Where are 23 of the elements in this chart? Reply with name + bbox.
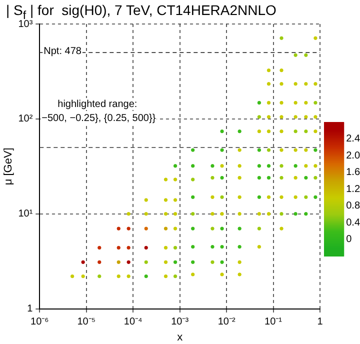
color-bar-label: 0 [346,234,352,245]
y-tick-label: 10³ [18,18,34,30]
y-tick-label: 10¹ [18,208,34,220]
color-bar-label: 0.8 [346,200,360,212]
y-tick-label: 10² [18,114,34,125]
x-axis-title: x [177,331,184,344]
color-bar-label: 1.6 [346,167,360,178]
x-tick-label: 10⁻² [218,316,236,328]
y-axis-title: μ [GeV] [2,148,15,186]
x-tick-label: 10⁻⁵ [77,316,96,328]
color-bar-label: 2.0 [346,150,360,162]
color-bar-label: 2.4 [346,134,360,144]
color-bar-label: 1.2 [346,184,360,195]
annotation: Npt: 478 [44,46,82,57]
annotation: −500, −0.25}, {0.25, 500}} [42,112,156,124]
x-tick-label: 10⁻⁶ [30,316,49,328]
x-tick-label: 1 [317,316,324,328]
x-tick-label: 10⁻¹ [264,316,283,328]
x-tick-label: 10⁻³ [171,316,190,328]
color-bar-label: 0.4 [346,217,360,228]
annotation: highlighted range: [58,98,138,110]
x-tick-label: 10⁻⁴ [124,316,142,328]
y-tick-label: 1 [27,304,34,315]
